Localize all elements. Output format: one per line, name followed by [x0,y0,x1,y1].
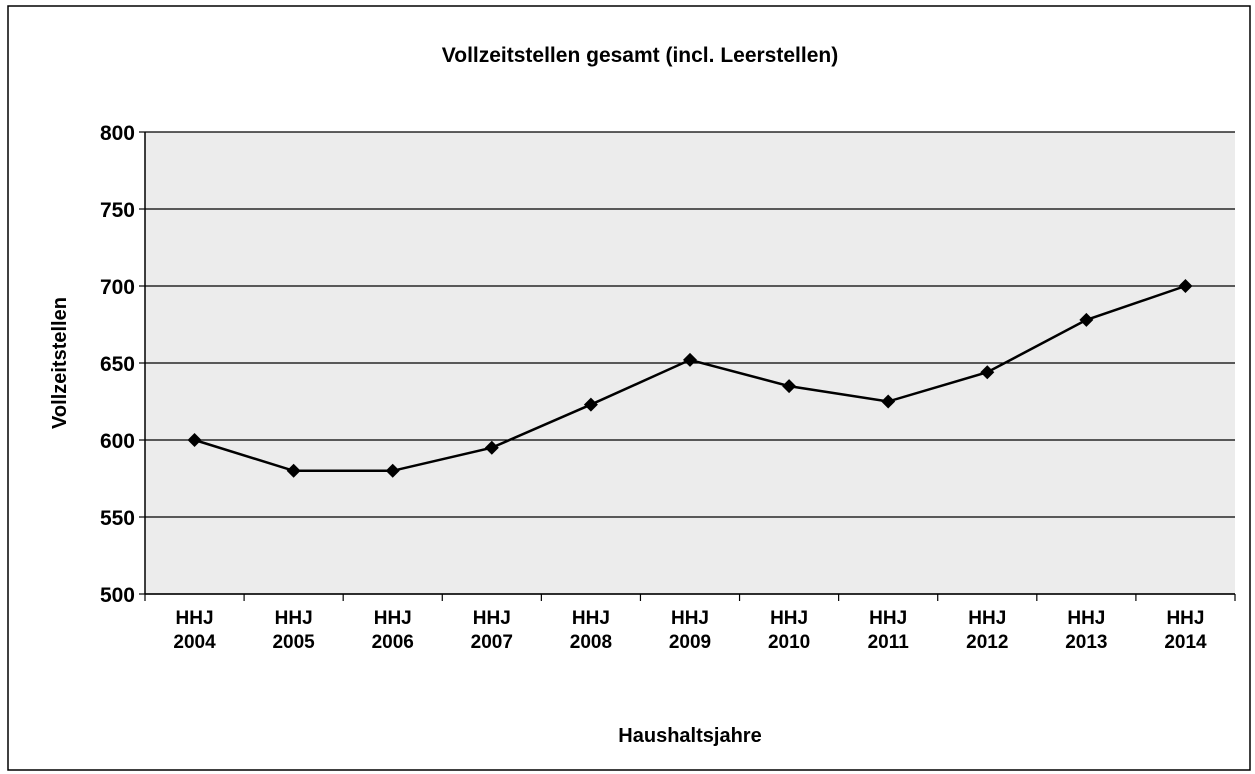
point-marker [980,365,995,380]
x-tick-label-line: 2009 [669,632,711,653]
point-marker [583,397,598,412]
x-tick-label-line: HHJ [374,608,412,629]
x-tick-label-line: 2010 [768,632,810,653]
x-tick-label-line: HHJ [176,608,214,629]
x-tick-label: HHJ 2008 [570,608,612,653]
x-tick-label-line: HHJ [1067,608,1105,629]
x-tick-label: HHJ 2006 [372,608,414,653]
x-tick-label-line: 2007 [471,632,513,653]
point-marker [683,352,697,367]
y-tick-label: 700 [100,276,135,299]
x-axis-title: Haushaltsjahre [618,725,761,747]
x-tick-label-line: 2014 [1164,632,1207,653]
x-tick-label: HHJ 2007 [471,608,513,653]
point-marker [1079,312,1094,327]
x-tick-label-line: HHJ [1166,608,1204,629]
x-tick-label-line: 2006 [372,632,414,653]
x-tick-label-line: HHJ [473,608,511,629]
x-tick-label-line: 2008 [570,632,612,653]
x-tick-label-line: HHJ [869,608,907,629]
x-tick-label: HHJ 2012 [966,608,1008,653]
y-tick-label: 650 [100,353,135,376]
x-tick-label: HHJ 2014 [1164,608,1207,653]
x-tick-label-line: 2013 [1065,632,1107,653]
point-marker [385,463,400,478]
x-tick-label-line: HHJ [968,608,1006,629]
x-tick-label: HHJ 2005 [272,608,315,653]
x-tick-label-line: 2012 [966,632,1008,653]
x-tick-label: HHJ 2010 [768,608,810,653]
point-marker [881,394,896,409]
y-tick-label: 600 [100,430,135,453]
point-marker [484,440,499,455]
chart-title: Vollzeitstellen gesamt (incl. Leerstelle… [442,44,838,67]
y-tick-label: 800 [100,122,135,145]
x-tick-label-line: 2011 [868,632,910,653]
x-tick-label: HHJ 2009 [669,608,711,653]
point-marker [286,463,301,478]
y-tick-label: 500 [100,584,135,607]
x-tick-label: HHJ 2004 [173,608,216,653]
x-tick-label-line: 2004 [173,632,216,653]
x-tick-label: HHJ 2011 [868,608,910,653]
x-tick-label-line: HHJ [770,608,808,629]
x-tick-label-line: HHJ [275,608,313,629]
y-axis-title: Vollzeitstellen [49,297,71,429]
point-marker [187,433,202,447]
x-tick-label-line: HHJ [671,608,709,629]
x-tick-label: HHJ 2013 [1065,608,1107,653]
x-tick-label-line: HHJ [572,608,610,629]
y-tick-label: 550 [100,507,135,530]
point-marker [782,379,797,394]
y-tick-label: 750 [100,199,135,222]
point-marker [1178,279,1193,293]
x-tick-label-line: 2005 [272,632,315,653]
